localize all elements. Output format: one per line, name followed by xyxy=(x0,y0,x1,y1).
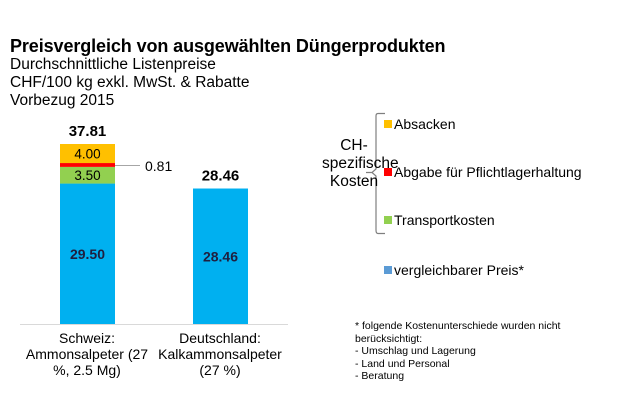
footnote-line: berücksichtigt: xyxy=(355,332,423,345)
chart-subtitle-line-3: Vorbezug 2015 xyxy=(10,92,115,109)
bar-segment-absacken-0 xyxy=(60,144,115,164)
category-label-line: Ammonsalpeter (27 xyxy=(25,346,149,362)
bar-segment-vergleichbarer-preis-1 xyxy=(193,188,248,324)
chart-subtitle-line-1: Durchschnittliche Listenpreise xyxy=(10,56,216,73)
chart-title: Preisvergleich von ausgewählten Düngerpr… xyxy=(10,36,446,56)
footnote: * folgende Kostenunterschiede wurden nic… xyxy=(355,320,560,383)
legend-label: vergleichbarer Preis* xyxy=(394,262,524,278)
legend-item-transportkosten: Transportkosten xyxy=(384,212,495,228)
annotation-red-value: 0.81 xyxy=(145,158,172,174)
data-label-vergleichbarer-preis-0: 29.50 xyxy=(70,246,105,262)
legend-item-pflichtlager: Abgabe für Pflichtlagerhaltung xyxy=(384,164,582,180)
category-label-line: %, 2.5 Mg) xyxy=(53,362,121,378)
total-label-1: 28.46 xyxy=(202,168,240,185)
data-label-transportkosten-0: 3.50 xyxy=(74,168,100,183)
legend-brace xyxy=(366,112,385,235)
legend-swatch-pflichtlager xyxy=(384,168,392,176)
legend-item-vergleichbarer-preis: vergleichbarer Preis* xyxy=(384,262,524,278)
data-label-absacken-0: 4.00 xyxy=(74,147,100,162)
bar-labels-group: 29.50 3.50 4.00 37.81 28.46 28.46 xyxy=(69,123,240,264)
legend-label: Absacken xyxy=(394,116,456,132)
chart-subtitle-line-2: CHF/100 kg exkl. MwSt. & Rabatte xyxy=(10,74,250,91)
bars-group xyxy=(60,144,248,324)
legend-label: Abgabe für Pflichtlagerhaltung xyxy=(394,164,582,180)
bar-segment-abgabe-f-r-pflichtlagerhaltung-0 xyxy=(60,163,115,167)
legend-group-label-line: CH- xyxy=(340,137,368,154)
data-label-vergleichbarer-preis-1: 28.46 xyxy=(203,248,238,264)
category-label-line: Schweiz: xyxy=(58,330,116,346)
total-label-0: 37.81 xyxy=(69,123,107,140)
legend-group-label-line: Kosten xyxy=(329,173,379,190)
legend-swatch-absacken xyxy=(384,120,392,128)
footnote-line: - Umschlag und Lagerung xyxy=(355,345,476,357)
legend-item-absacken: Absacken xyxy=(384,116,455,132)
category-label-deutschland: Deutschland: Kalkammonsalpeter (27 %) xyxy=(145,330,295,378)
bar-segment-transportkosten-0 xyxy=(60,166,115,184)
category-label-line: Deutschland: xyxy=(179,330,261,346)
footnote-line: - Land und Personal xyxy=(355,357,450,370)
legend-label: Transportkosten xyxy=(394,212,495,228)
bar-segment-vergleichbarer-preis-0 xyxy=(60,183,115,324)
legend-swatch-vergleichbarer-preis xyxy=(384,266,392,274)
footnote-line: - Beratung xyxy=(355,370,405,382)
category-label-line: Kalkammonsalpeter xyxy=(158,346,282,362)
legend-group-label-line: spezifische xyxy=(322,155,399,172)
category-label-schweiz: Schweiz: Ammonsalpeter (27 %, 2.5 Mg) xyxy=(12,330,162,378)
category-label-line: (27 %) xyxy=(199,362,241,378)
legend-swatch-transportkosten xyxy=(384,216,392,224)
legend-group-label: CH- spezifische Kosten xyxy=(322,137,399,191)
footnote-line: * folgende Kostenunterschiede wurden nic… xyxy=(355,320,561,332)
